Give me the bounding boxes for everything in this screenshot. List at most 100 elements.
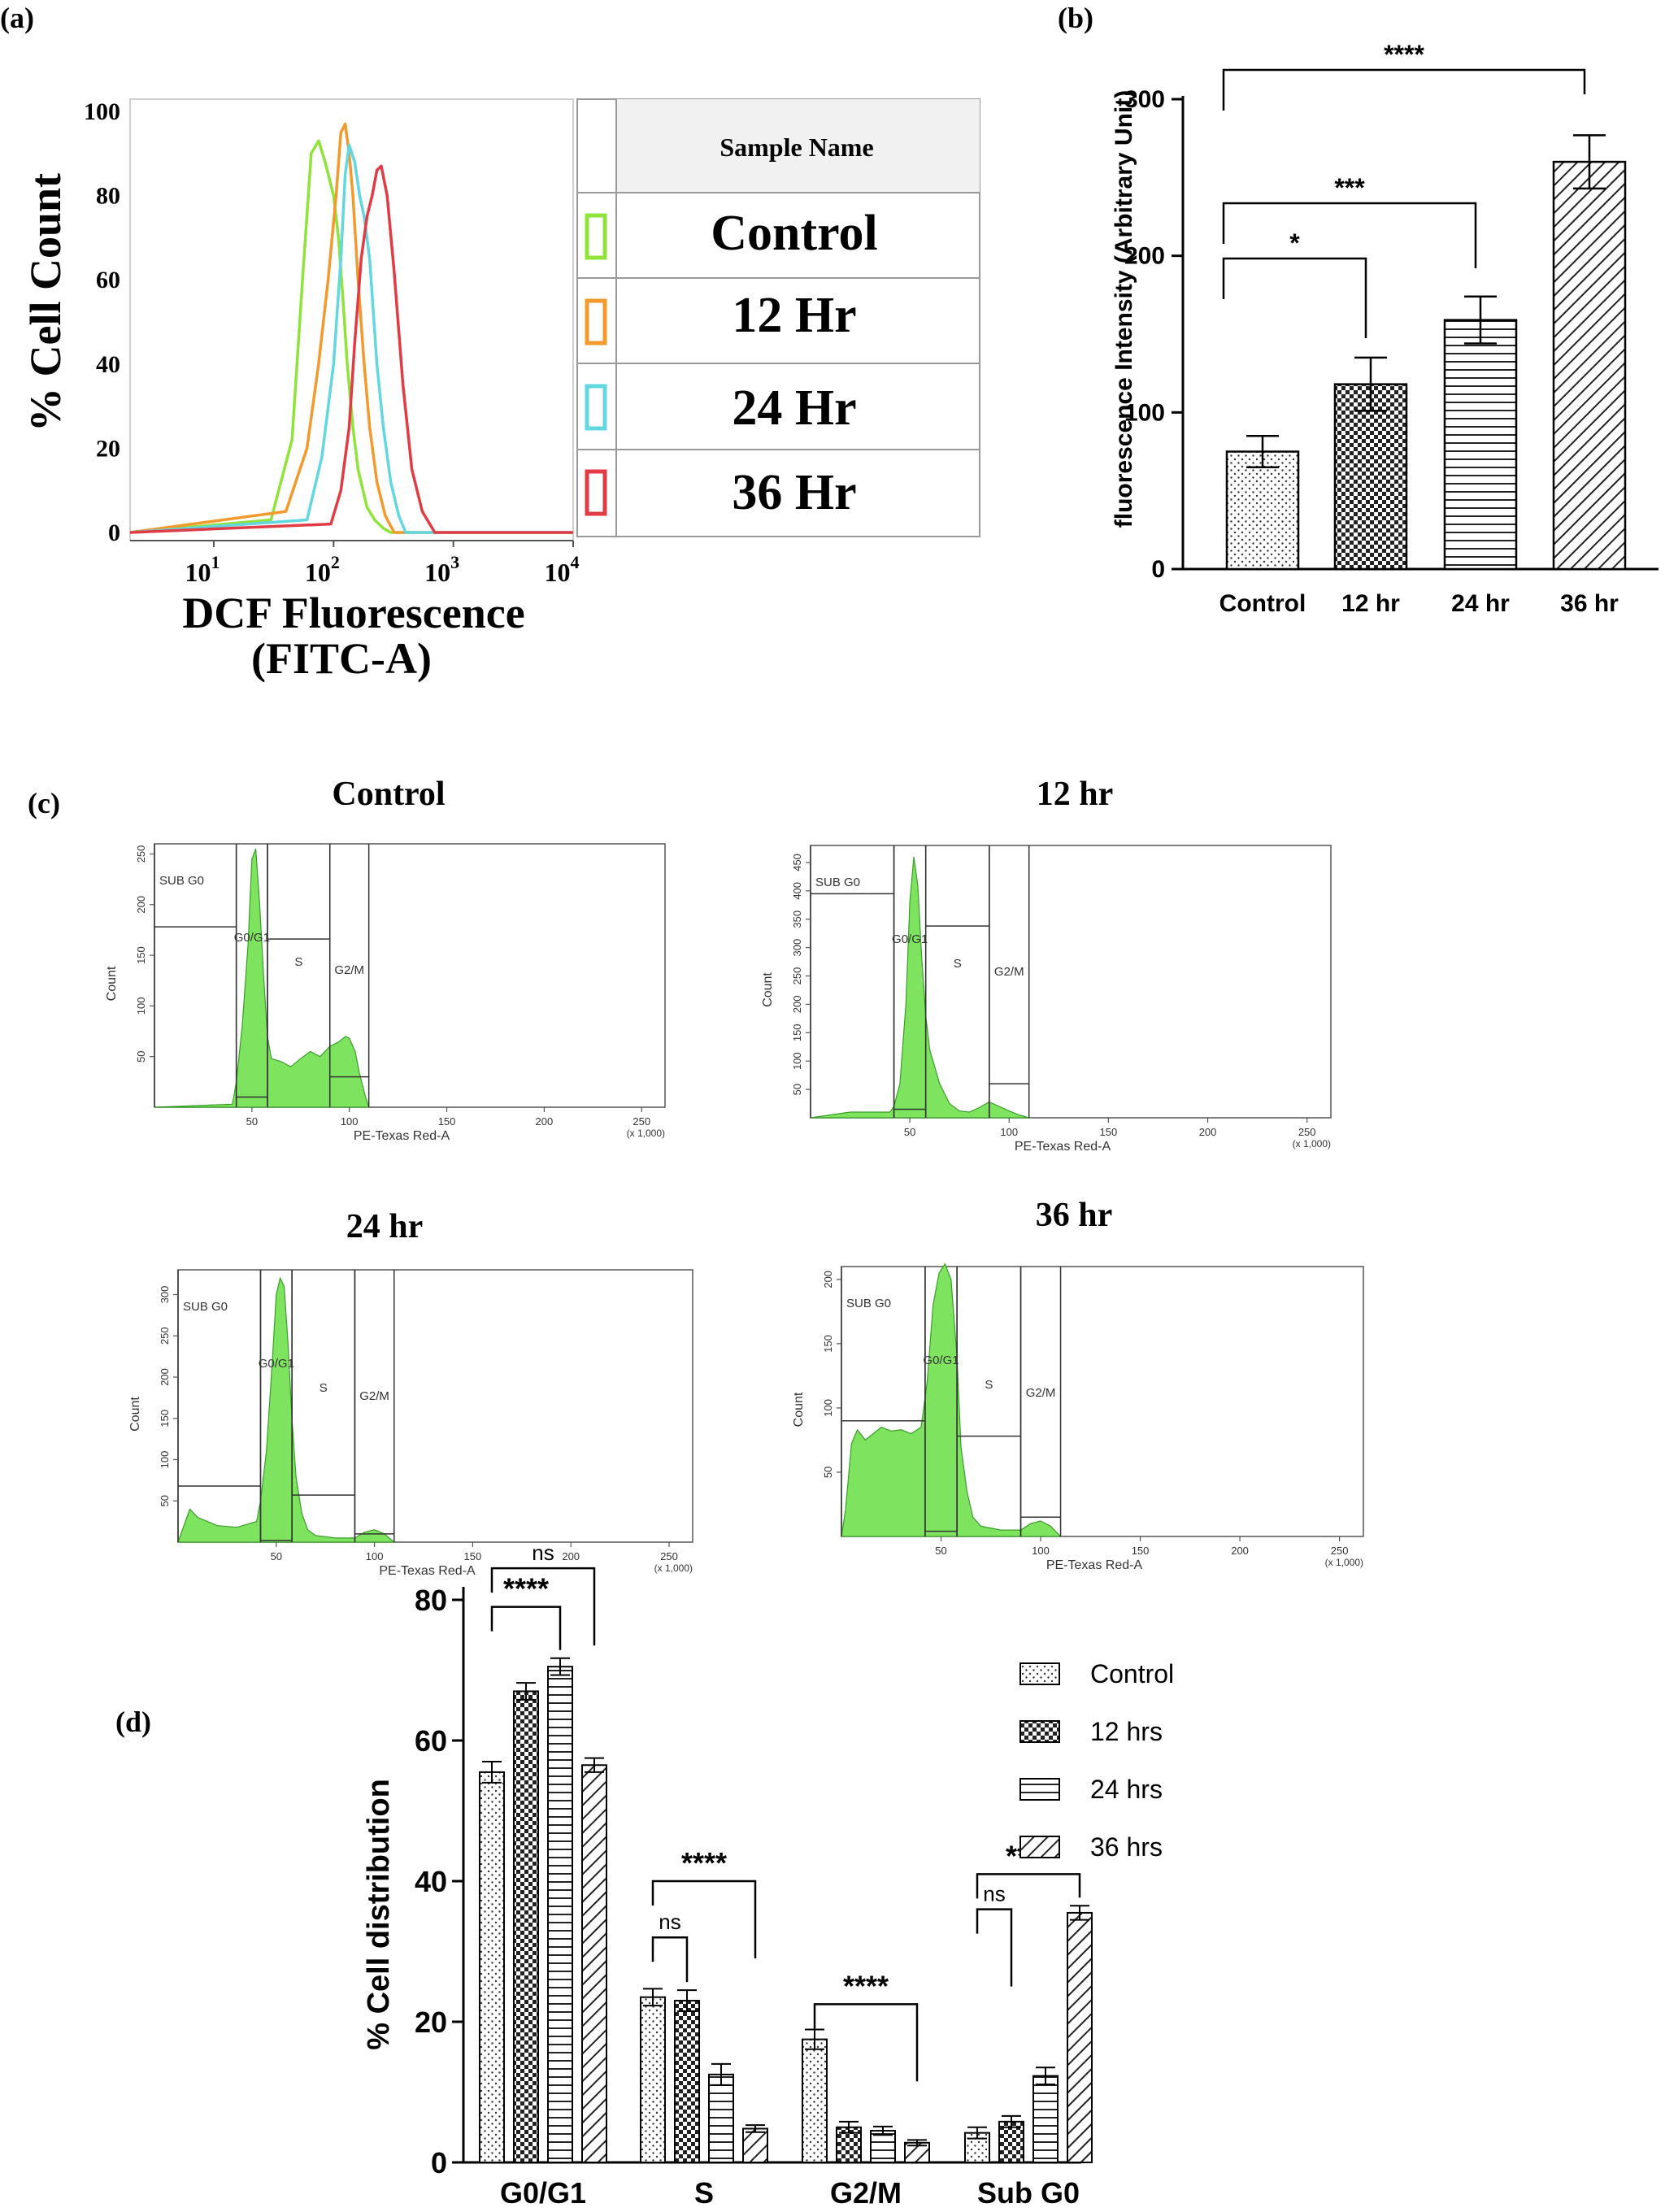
gate-label: S: [954, 957, 962, 971]
histogram-y-tick-label: 50: [135, 1050, 147, 1062]
histogram-title: Control: [332, 776, 445, 813]
panel-b-bar-2: [1443, 319, 1518, 571]
panel-d-y-tick-label: 40: [415, 1865, 447, 1898]
histogram-y-tick-label: 400: [791, 882, 803, 900]
panel-b-y-tick-label: 100: [1124, 399, 1165, 426]
panel-a-y-tick-label: 80: [96, 183, 120, 210]
gate-label: SUB G0: [183, 1300, 228, 1314]
histogram-x-tick-label: 200: [1231, 1545, 1249, 1557]
gate-label: G2/M: [1026, 1386, 1056, 1400]
histogram-y-tick-label: 150: [159, 1410, 171, 1428]
histogram-x-tick-label: 100: [366, 1550, 384, 1562]
panel-d-legend-swatch: [1019, 1662, 1060, 1685]
panel-d-legend-swatch: [1019, 1836, 1060, 1858]
histogram-x-tick-label: 250: [1298, 1126, 1316, 1138]
legend-header: Sample Name: [719, 133, 873, 162]
panel-d-y-tick-label: 80: [415, 1584, 447, 1617]
legend-label-24hr: 24 Hr: [732, 380, 856, 436]
histogram-y-axis-label: Count: [792, 1392, 806, 1427]
panel-d-bar: [998, 2120, 1024, 2164]
legend-swatch-24hr: [585, 384, 607, 431]
gate-label: G2/M: [994, 965, 1024, 979]
gate-label: G2/M: [359, 1389, 389, 1403]
panel-a-series-line-2: [129, 143, 573, 534]
histogram-y-axis-label: Count: [128, 1397, 142, 1432]
panel-a-series: [129, 122, 573, 534]
panel-d-significance-label: ns: [659, 1910, 680, 1934]
panel-d-category-label: Sub G0: [977, 2176, 1080, 2210]
panel-a-series-line-1: [129, 122, 573, 534]
gate-label: S: [294, 955, 302, 969]
panel-a-y-tick-label: 40: [96, 351, 120, 378]
panel-d-significance-bracket: [651, 1880, 757, 1958]
gate-label: G0/G1: [892, 932, 928, 946]
histogram-x-tick-label: 150: [464, 1550, 482, 1562]
panel-b-significance-bracket: [1222, 202, 1477, 268]
histogram-y-tick-label: 450: [791, 854, 803, 871]
panel-b-significance-bracket: [1222, 68, 1586, 111]
gate-label: SUB G0: [159, 874, 204, 888]
panel-d-category-label: G0/G1: [500, 2176, 586, 2210]
histogram-x-tick-label: 150: [1100, 1126, 1118, 1138]
panel-label-d: (d): [115, 1706, 151, 1738]
histogram-x-tick-label: 100: [1000, 1126, 1018, 1138]
histogram-frame: [177, 1269, 693, 1543]
legend-label-12hr: 12 Hr: [732, 288, 856, 343]
histogram-0: Control SUB G0 G0/G1 S G2/M 50 100 150 200 250 50 1…: [105, 776, 666, 1143]
panel-d-y-ticks: 0 20 40 60 80: [415, 1584, 463, 2179]
histogram-x-tick-label: 100: [341, 1115, 359, 1128]
histogram-y-tick-label: 100: [822, 1399, 834, 1417]
histogram-y-tick-label: 250: [135, 845, 147, 863]
histogram-x-tick-label: 250: [660, 1550, 678, 1562]
histogram-x-axis-label: PE-Texas Red-A: [1015, 1140, 1111, 1154]
panel-b-y-tick-label: 300: [1124, 86, 1165, 113]
histogram-2: 24 hr SUB G0 G0/G1 S G2/M 50 100 150 200 250 300 50…: [128, 1208, 693, 1578]
panel-d-bar: [674, 2000, 700, 2164]
histogram-x-axis-label: PE-Texas Red-A: [379, 1564, 476, 1578]
panel-d-bar: [513, 1690, 539, 2163]
legend-label-36hr: 36 Hr: [732, 465, 856, 520]
histogram-x-tick-label: 200: [562, 1550, 580, 1562]
panel-b-category-label: 36 hr: [1560, 590, 1619, 617]
gate-label: SUB G0: [846, 1297, 891, 1310]
histogram-x-tick-label: 150: [438, 1115, 456, 1128]
panel-a-histogram-overlay: 0 20 40 60 80 100 101 102 103 104 % Cell Count D…: [21, 98, 980, 683]
histogram-x-tick-label: 250: [1331, 1545, 1349, 1557]
histogram-frame: [154, 843, 666, 1108]
histogram-title: 24 hr: [346, 1208, 424, 1245]
panel-a-legend: Sample Name Control 12 Hr 24 Hr 36 Hr: [576, 98, 980, 537]
histogram-y-tick-label: 250: [791, 967, 803, 985]
panel-b-y-tick-label: 200: [1124, 243, 1165, 270]
histogram-y-tick-label: 350: [791, 910, 803, 928]
gate-label: G0/G1: [234, 931, 270, 945]
panel-d-bar: [742, 2127, 768, 2163]
panel-d-significance-label: ****: [843, 1969, 889, 2002]
histogram-y-tick-label: 100: [135, 997, 147, 1015]
histogram-y-tick-label: 250: [159, 1327, 171, 1345]
gate-label: S: [985, 1378, 993, 1392]
legend-swatch-12hr: [585, 298, 607, 345]
legend-header-bg: [616, 99, 980, 193]
panel-b-y-tick-label: 0: [1151, 556, 1165, 583]
histogram-x-tick-label: 100: [1032, 1545, 1050, 1557]
histogram-y-tick-label: 150: [135, 946, 147, 964]
panel-d-bar: [581, 1764, 607, 2163]
histogram-area: [154, 848, 370, 1108]
panel-b-category-label: Control: [1219, 590, 1306, 617]
panel-d-y-axis-label: % Cell distribution: [362, 1779, 396, 2050]
gate-label: S: [320, 1381, 328, 1395]
histogram-y-tick-label: 50: [822, 1467, 834, 1478]
panel-label-c: (c): [28, 787, 60, 819]
panel-b-significance-bracket: [1222, 257, 1367, 338]
histogram-multiplier: (x 1,000): [627, 1128, 665, 1139]
gate-label: SUB G0: [815, 876, 860, 889]
panel-c-cell-cycle-histograms: Control SUB G0 G0/G1 S G2/M 50 100 150 200 250 50 1…: [105, 776, 1364, 1578]
histogram-x-axis-label: PE-Texas Red-A: [354, 1129, 450, 1143]
panel-b-bar-0: [1225, 450, 1300, 571]
panel-a-y-ticks: 0 20 40 60 80 100: [84, 98, 120, 546]
panel-a-x-tick-label: 101: [185, 552, 220, 587]
panel-d-significance-label: ns: [983, 1882, 1005, 1906]
panel-d-significance-bracket: [651, 1936, 689, 1983]
